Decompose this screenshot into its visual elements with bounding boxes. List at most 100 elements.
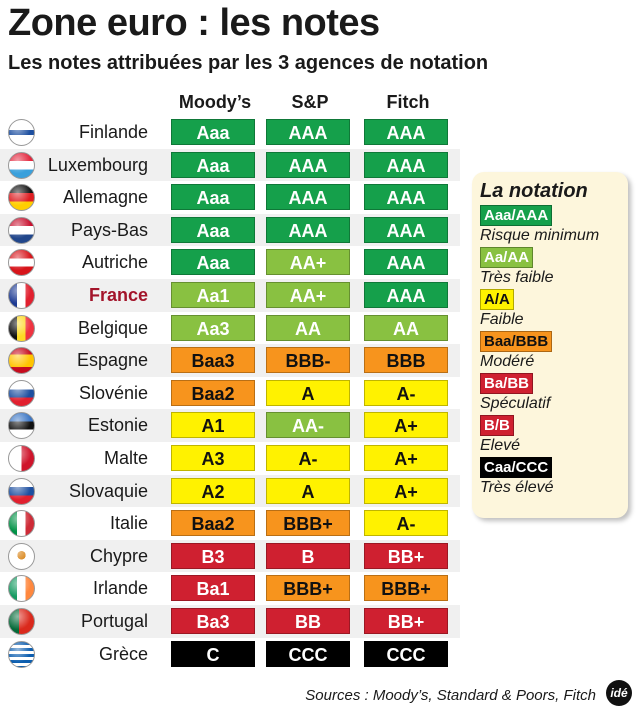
rating-cell-moodys: Aaa <box>171 151 255 178</box>
legend-chip: Aaa/AAA <box>480 205 553 226</box>
legend-box: La notation Aaa/AAA Risque minimum Aa/AA Tr… <box>472 172 628 518</box>
country-flag-icon <box>8 281 35 309</box>
country-label: Finlande <box>78 122 148 142</box>
legend-chip: B/B <box>480 415 514 436</box>
legend-chip: Caa/CCC <box>480 457 553 478</box>
legend-item: Ba/BB Spéculatif <box>480 373 628 413</box>
page-subtitle: Les notes attribuées par les 3 agences d… <box>8 52 489 74</box>
country-flag-icon <box>8 379 35 407</box>
country-flag-icon <box>8 640 35 668</box>
rating-cell-moodys: Aaa <box>171 216 255 243</box>
sources-note: Sources : Moody’s, Standard & Poors, Fit… <box>305 687 596 704</box>
rating-cell-fitch: A+ <box>364 412 448 439</box>
country-flag-icon <box>8 216 35 244</box>
country-flag-icon <box>8 542 35 570</box>
table-row: Italie Baa2 BBB+ A- <box>0 507 460 540</box>
ratings-table: Finlande Aaa AAA AAA Luxembourg Aaa AAA AAA Alle… <box>0 116 460 670</box>
country-label: Autriche <box>81 252 148 273</box>
column-header-moodys: Moody’s <box>178 92 252 112</box>
column-header-fitch: Fitch <box>386 92 430 112</box>
rating-cell-fitch: AAA <box>364 119 448 145</box>
country-label: France <box>88 284 148 305</box>
table-row: Autriche Aaa AA+ AAA <box>0 246 460 279</box>
rating-cell-moodys: A3 <box>171 444 255 471</box>
rating-cell-sp: AAA <box>266 216 350 243</box>
rating-cell-moodys: A1 <box>171 412 255 439</box>
country-label: Chypre <box>89 545 148 566</box>
legend-chip: A/A <box>480 289 514 310</box>
table-row: Pays-Bas Aaa AAA AAA <box>0 213 460 247</box>
legend-description: Spéculatif <box>480 395 551 412</box>
rating-cell-moodys: Baa2 <box>171 379 255 406</box>
rating-cell-moodys: Aa1 <box>171 281 255 308</box>
country-label: Allemagne <box>62 187 148 208</box>
rating-cell-sp: BBB- <box>266 347 350 374</box>
rating-cell-moodys: Ba3 <box>171 607 255 634</box>
rating-cell-fitch: A+ <box>364 477 448 504</box>
rating-cell-fitch: A- <box>364 510 448 537</box>
legend-item: B/B Elevé <box>480 415 628 455</box>
table-row: Finlande Aaa AAA AAA <box>0 116 460 149</box>
rating-cell-moodys: Aaa <box>171 184 255 211</box>
legend-description: Elevé <box>480 437 521 454</box>
country-flag-icon <box>8 119 35 146</box>
country-flag-icon <box>8 347 35 375</box>
table-row: Portugal Ba3 BB BB+ <box>0 604 460 638</box>
legend-description: Risque minimum <box>480 227 600 244</box>
legend-chip: Aa/AA <box>480 247 534 268</box>
rating-cell-fitch: BBB+ <box>364 575 448 602</box>
rating-cell-sp: AA+ <box>266 281 350 308</box>
rating-cell-moodys: Baa3 <box>171 347 255 374</box>
country-label: Espagne <box>76 350 148 371</box>
country-label: Belgique <box>77 317 148 338</box>
legend-chip: Ba/BB <box>480 373 534 394</box>
country-flag-icon <box>8 184 35 212</box>
rating-cell-moodys: Aaa <box>171 119 255 145</box>
legend-chip: Baa/BBB <box>480 331 553 352</box>
rating-cell-fitch: AAA <box>364 184 448 211</box>
table-row: Slovénie Baa2 A A- <box>0 377 460 410</box>
rating-cell-fitch: AAA <box>364 151 448 178</box>
country-label: Italie <box>109 513 148 534</box>
column-header-sp: S&P <box>291 92 329 112</box>
table-row: Estonie A1 AA- A+ <box>0 409 460 442</box>
table-row: Irlande Ba1 BBB+ BBB+ <box>0 572 460 605</box>
legend-item: Caa/CCC Très élevé <box>480 457 628 497</box>
table-row: France Aa1 AA+ AAA <box>0 278 460 312</box>
country-label: Slovénie <box>78 382 148 403</box>
rating-cell-moodys: A2 <box>171 477 255 504</box>
rating-cell-fitch: AAA <box>364 281 448 308</box>
country-flag-icon <box>8 575 35 603</box>
country-flag-icon <box>8 412 35 440</box>
legend-description: Très faible <box>480 269 554 286</box>
legend-description: Modéré <box>480 353 535 370</box>
country-label: Luxembourg <box>47 154 148 175</box>
table-row: Allemagne Aaa AAA AAA <box>0 181 460 214</box>
legend-description: Faible <box>480 311 524 328</box>
rating-cell-sp: BB <box>266 607 350 634</box>
rating-cell-fitch: AA <box>364 314 448 341</box>
legend-item: A/A Faible <box>480 289 628 329</box>
country-flag-icon <box>8 477 35 505</box>
country-label: Malte <box>103 447 148 468</box>
page-title: Zone euro : les notes <box>8 2 380 44</box>
rating-cell-sp: AAA <box>266 119 350 145</box>
rating-cell-sp: AA+ <box>266 249 350 276</box>
rating-cell-fitch: AAA <box>364 216 448 243</box>
legend-title: La notation <box>480 180 588 202</box>
rating-cell-moodys: Aaa <box>171 249 255 276</box>
rating-cell-sp: B <box>266 542 350 569</box>
legend-item: Aa/AA Très faible <box>480 247 628 287</box>
country-flag-icon <box>8 444 35 472</box>
rating-cell-fitch: CCC <box>364 640 448 667</box>
rating-cell-fitch: BBB <box>364 347 448 374</box>
table-row: Grèce C CCC CCC <box>0 638 460 671</box>
country-flag-icon <box>8 607 35 635</box>
rating-cell-fitch: AAA <box>364 249 448 276</box>
rating-cell-fitch: A+ <box>364 444 448 471</box>
country-flag-icon <box>8 510 35 538</box>
rating-cell-sp: AAA <box>266 151 350 178</box>
rating-cell-sp: BBB+ <box>266 510 350 537</box>
rating-cell-sp: A <box>266 477 350 504</box>
rating-cell-sp: AA- <box>266 412 350 439</box>
